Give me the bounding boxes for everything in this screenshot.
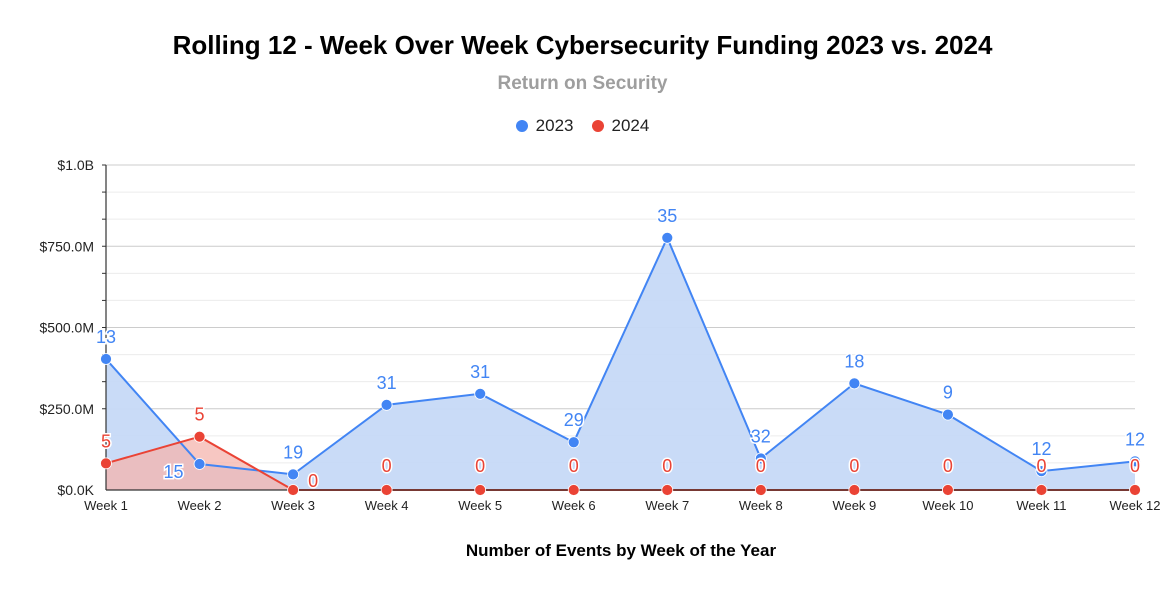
- data-label-2024: 0: [475, 456, 485, 476]
- y-tick-label: $250.0M: [40, 401, 94, 417]
- chart-legend: 2023 2024: [0, 116, 1165, 136]
- data-label-2024: 0: [943, 456, 953, 476]
- x-tick-label: Week 9: [832, 498, 876, 513]
- data-point-2023[interactable]: [567, 436, 580, 449]
- x-tick-label: Week 2: [178, 498, 222, 513]
- data-point-2024[interactable]: [661, 484, 674, 496]
- legend-item-2023[interactable]: 2023: [515, 116, 574, 136]
- data-point-2023[interactable]: [100, 353, 112, 365]
- data-label-2023: 9: [943, 383, 953, 403]
- x-tick-label: Week 12: [1109, 498, 1160, 513]
- data-label-2023: 31: [470, 362, 490, 382]
- data-label-2024: 0: [569, 456, 579, 476]
- data-label-2023: 15: [164, 462, 184, 482]
- data-point-2023[interactable]: [848, 377, 861, 390]
- data-point-2024[interactable]: [1035, 484, 1048, 496]
- data-label-2023: 32: [751, 426, 771, 446]
- legend-item-2024[interactable]: 2024: [591, 116, 650, 136]
- data-point-2023[interactable]: [754, 452, 767, 465]
- x-tick-label: Week 7: [645, 498, 689, 513]
- data-point-2024[interactable]: [193, 430, 206, 443]
- y-tick-label: $500.0M: [40, 320, 94, 336]
- data-point-2023[interactable]: [193, 458, 206, 470]
- data-label-2023: 19: [283, 442, 303, 462]
- area-fill-2024: [106, 436, 1135, 490]
- x-axis-title: Number of Events by Week of the Year: [465, 541, 777, 560]
- data-point-2024[interactable]: [287, 484, 299, 496]
- data-point-2024[interactable]: [567, 484, 580, 496]
- data-label-2024: 0: [662, 456, 672, 476]
- data-label-2024: 0: [308, 471, 318, 491]
- x-tick-label: Week 1: [84, 498, 128, 513]
- legend-label-2023: 2023: [535, 116, 574, 135]
- y-tick-label: $1.0B: [57, 157, 94, 173]
- data-point-2024[interactable]: [474, 484, 487, 496]
- data-point-2023[interactable]: [942, 408, 954, 421]
- data-label-2023: 18: [844, 351, 864, 371]
- data-point-2023[interactable]: [287, 468, 299, 481]
- data-point-2024[interactable]: [380, 484, 393, 496]
- data-point-2023[interactable]: [380, 398, 393, 411]
- data-point-2024[interactable]: [848, 484, 861, 496]
- data-point-2023[interactable]: [1129, 455, 1141, 468]
- data-point-2023[interactable]: [474, 387, 487, 400]
- y-tick-label: $0.0K: [57, 482, 94, 498]
- data-label-2024: 0: [1130, 456, 1140, 476]
- data-label-2024: 0: [756, 456, 766, 476]
- data-point-2024[interactable]: [1129, 484, 1141, 496]
- x-tick-label: Week 5: [458, 498, 502, 513]
- data-point-2024[interactable]: [100, 457, 112, 470]
- x-tick-label: Week 11: [1016, 498, 1066, 513]
- x-tick-label: Week 8: [739, 498, 783, 513]
- data-label-2024: 0: [1036, 456, 1046, 476]
- data-label-2023: 29: [564, 410, 584, 430]
- x-tick-label: Week 4: [365, 498, 409, 513]
- data-label-2023: 12: [1125, 429, 1145, 449]
- series-line-2023: [105, 235, 1136, 476]
- legend-marker-2023: [515, 120, 528, 132]
- data-label-2023: 13: [96, 327, 116, 347]
- data-label-2023: 35: [657, 206, 677, 226]
- data-point-2023[interactable]: [661, 231, 674, 244]
- legend-label-2024: 2024: [611, 116, 650, 135]
- data-label-2024: 5: [195, 405, 205, 425]
- data-label-2024: 0: [382, 456, 392, 476]
- data-point-2023[interactable]: [1035, 465, 1048, 478]
- area-fill-2023: [106, 237, 1135, 490]
- legend-marker-2024: [591, 120, 604, 132]
- data-point-2024[interactable]: [942, 484, 954, 496]
- y-tick-label: $750.0M: [40, 238, 94, 254]
- chart-subtitle: Return on Security: [497, 73, 668, 94]
- x-tick-label: Week 3: [271, 498, 315, 513]
- data-label-2024: 5: [101, 431, 111, 451]
- x-tick-label: Week 6: [552, 498, 596, 513]
- data-point-2024[interactable]: [754, 484, 767, 496]
- data-label-2023: 12: [1031, 439, 1051, 459]
- data-label-2023: 31: [377, 373, 397, 393]
- data-label-2024: 0: [849, 456, 859, 476]
- chart-title: Rolling 12 - Week Over Week Cybersecurit…: [172, 30, 993, 60]
- x-tick-label: Week 10: [922, 498, 973, 513]
